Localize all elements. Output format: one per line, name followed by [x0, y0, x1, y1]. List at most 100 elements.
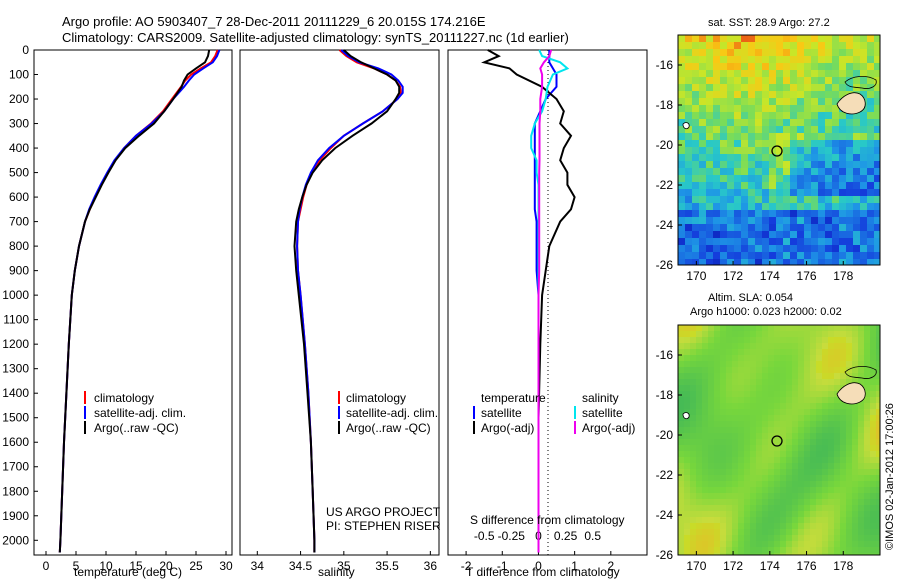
sst-cell [776, 252, 783, 259]
sst-cell [769, 189, 776, 196]
sst-cell [853, 35, 860, 42]
sst-cell [741, 42, 748, 49]
sla-cell [870, 391, 876, 397]
sst-cell [685, 126, 692, 133]
sst-cell [748, 217, 755, 224]
sst-cell [762, 84, 769, 91]
sla-cell [852, 529, 858, 535]
sst-cell [818, 245, 825, 252]
sst-cell [748, 70, 755, 77]
sst-cell [755, 119, 762, 126]
sla-cell [876, 421, 880, 427]
sla-cell [714, 457, 720, 463]
sla-cell [822, 379, 828, 385]
sla-cell [786, 499, 792, 505]
sla-cell [774, 421, 780, 427]
sla-cell [864, 451, 870, 457]
sla-cell [786, 439, 792, 445]
sst-cell [797, 91, 804, 98]
sla-cell [696, 541, 702, 547]
sst-cell [734, 217, 741, 224]
sst-cell [748, 42, 755, 49]
sla-cell [876, 529, 880, 535]
sla-cell [726, 553, 732, 555]
sla-cell [816, 421, 822, 427]
sst-cell [727, 182, 734, 189]
sla-cell [702, 529, 708, 535]
sst-cell [839, 147, 846, 154]
sla-cell [744, 541, 750, 547]
sla-cell [834, 337, 840, 343]
sla-cell [816, 469, 822, 475]
sla-cell [786, 427, 792, 433]
sst-cell [720, 112, 727, 119]
sla-cell [852, 379, 858, 385]
sst-cell [734, 56, 741, 63]
sst-cell [874, 238, 880, 245]
sst-cell [685, 231, 692, 238]
sst-cell [839, 203, 846, 210]
sla-cell [858, 535, 864, 541]
sla-cell [840, 415, 846, 421]
sst-cell [741, 77, 748, 84]
sst-cell [811, 119, 818, 126]
sla-cell [678, 391, 684, 397]
sla-cell [858, 499, 864, 505]
sla-cell [678, 529, 684, 535]
sst-cell [762, 119, 769, 126]
sla-cell [738, 337, 744, 343]
sst-cell [713, 259, 720, 265]
sla-cell [744, 385, 750, 391]
sst-cell [804, 49, 811, 56]
sla-cell [702, 475, 708, 481]
sst-cell [832, 77, 839, 84]
sst-cell [699, 84, 706, 91]
sla-cell [804, 511, 810, 517]
sst-cell [874, 210, 880, 217]
sla-cell [840, 541, 846, 547]
sst-cell [699, 245, 706, 252]
sst-cell [741, 140, 748, 147]
sla-cell [780, 373, 786, 379]
sla-cell [702, 499, 708, 505]
sla-cell [846, 535, 852, 541]
sla-cell [840, 439, 846, 445]
sla-cell [852, 475, 858, 481]
sla-cell [810, 409, 816, 415]
sla-cell [816, 481, 822, 487]
sla-cell [768, 379, 774, 385]
sst-cell [692, 182, 699, 189]
sla-cell [792, 535, 798, 541]
sst-cell [839, 35, 846, 42]
sst-cell [853, 175, 860, 182]
lat-tick-label: -20 [656, 428, 674, 442]
sla-cell [840, 433, 846, 439]
sla-cell [750, 397, 756, 403]
sla-cell [690, 427, 696, 433]
sst-cell [776, 112, 783, 119]
sla-cell [732, 463, 738, 469]
sla-cell [720, 541, 726, 547]
sst-cell [776, 63, 783, 70]
sst-cell [811, 42, 818, 49]
sst-cell [846, 42, 853, 49]
sla-cell [834, 433, 840, 439]
sla-cell [744, 523, 750, 529]
sst-cell [846, 112, 853, 119]
sst-cell [727, 98, 734, 105]
sst-cell [678, 77, 685, 84]
sst-cell [706, 49, 713, 56]
sla-cell [720, 409, 726, 415]
sla-cell [840, 529, 846, 535]
sla-cell [810, 493, 816, 499]
sst-cell [685, 56, 692, 63]
sla-cell [714, 343, 720, 349]
sla-cell [726, 325, 732, 331]
legend-label-t-argo: Argo(-adj) [481, 421, 534, 435]
sla-cell [792, 433, 798, 439]
sst-cell [832, 175, 839, 182]
sla-cell [738, 475, 744, 481]
sla-cell [774, 427, 780, 433]
sla-cell [780, 439, 786, 445]
